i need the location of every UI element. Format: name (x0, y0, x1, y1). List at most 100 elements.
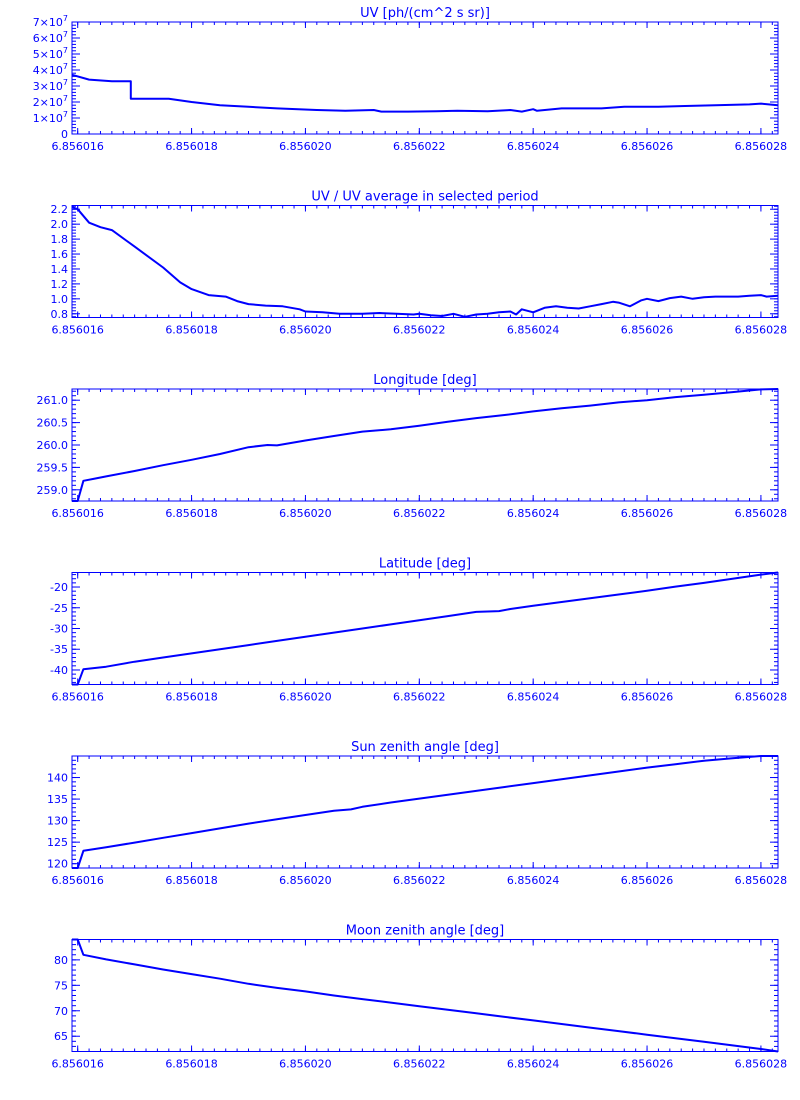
y-tick-mantissa: 0.8 (51, 308, 69, 321)
x-tick-label: 6.856028 (735, 507, 788, 520)
y-tick-exponent: 7 (63, 78, 68, 87)
y-tick-label: 2×107 (33, 94, 68, 109)
y-tick-label: 4×107 (33, 62, 68, 77)
y-tick-exponent: 7 (63, 94, 68, 103)
chart-panel-2: UV / UV average in selected period 6.8560… (51, 190, 788, 337)
y-tick-label: -40 (50, 664, 68, 677)
y-tick-label: 1.0 (51, 293, 69, 306)
x-tick-label: 6.856020 (279, 691, 332, 704)
chart-panel-6: Moon zenith angle [deg] 6.856016 6.856018 6… (51, 924, 787, 1071)
y-tick-mantissa: 130 (47, 815, 68, 828)
chart-panel-4: Latitude [deg] 6.856016 6.856018 6.856020 6.… (50, 557, 787, 704)
chart-panel-5: Sun zenith angle [deg] 6.856016 6.856018 6.… (47, 740, 787, 887)
chart-panel-3: Longitude [deg] 6.856016 6.856018 6.856020 6… (37, 373, 788, 520)
x-tick-label: 6.856024 (507, 691, 560, 704)
x-tick-label: 6.856016 (51, 140, 104, 153)
x-tick-label: 6.856020 (279, 324, 332, 337)
y-tick-mantissa: 2.2 (51, 203, 69, 216)
x-tick-label: 6.856026 (621, 324, 674, 337)
plot-frame (71, 21, 779, 135)
y-tick-label: 6×107 (33, 30, 68, 45)
y-tick-mantissa: 261.0 (37, 394, 69, 407)
y-tick-mantissa: 259.5 (37, 461, 69, 474)
y-tick-label: 260.0 (37, 439, 69, 452)
x-tick-label: 6.856018 (165, 507, 218, 520)
y-tick-mantissa: 140 (47, 772, 68, 785)
y-tick-label: 1×107 (33, 110, 68, 125)
y-tick-exponent: 7 (63, 110, 68, 119)
y-tick-mantissa: -40 (50, 664, 68, 677)
plot-frame (71, 388, 779, 502)
y-tick-mantissa: 1.4 (51, 263, 69, 276)
y-tick-mantissa: 120 (47, 858, 68, 871)
x-tick-label: 6.856028 (735, 140, 788, 153)
x-tick-label: 6.856024 (507, 324, 560, 337)
chart-title: UV [ph/(cm^2 s sr)] (360, 6, 490, 21)
y-tick-label: -20 (50, 581, 68, 594)
x-tick-label: 6.856028 (735, 691, 788, 704)
x-tick-label: 6.856018 (165, 1058, 218, 1071)
y-tick-exponent: 7 (63, 62, 68, 71)
x-tick-label: 6.856022 (393, 874, 446, 887)
y-tick-mantissa: 5×10 (33, 48, 63, 61)
y-tick-label: 2.0 (51, 218, 69, 231)
y-tick-mantissa: 75 (54, 979, 68, 992)
y-tick-label: 2.2 (51, 203, 69, 216)
x-tick-label: 6.856018 (165, 874, 218, 887)
y-tick-label: 140 (47, 772, 68, 785)
y-tick-label: 120 (47, 858, 68, 871)
chart-title: Moon zenith angle [deg] (346, 924, 504, 939)
series-line (71, 73, 779, 113)
x-tick-label: 6.856026 (621, 691, 674, 704)
x-tick-label: 6.856016 (51, 324, 104, 337)
y-tick-mantissa: 4×10 (33, 64, 63, 77)
x-tick-label: 6.856016 (51, 1058, 104, 1071)
y-tick-label: 75 (54, 979, 68, 992)
y-tick-label: 125 (47, 836, 68, 849)
y-tick-label: 1.6 (51, 248, 69, 261)
y-tick-label: 80 (54, 954, 68, 967)
y-tick-mantissa: 125 (47, 836, 68, 849)
y-tick-mantissa: 1×10 (33, 112, 63, 125)
y-tick-label: 1.2 (51, 278, 69, 291)
y-tick-mantissa: 0 (61, 128, 68, 141)
y-tick-label: 70 (54, 1005, 68, 1018)
x-tick-label: 6.856028 (735, 324, 788, 337)
y-tick-label: 1.4 (51, 263, 69, 276)
y-tick-exponent: 7 (63, 46, 68, 55)
x-tick-label: 6.856016 (51, 507, 104, 520)
x-tick-label: 6.856022 (393, 691, 446, 704)
y-tick-mantissa: 2×10 (33, 96, 63, 109)
y-tick-mantissa: 135 (47, 793, 68, 806)
y-tick-mantissa: -35 (50, 643, 68, 656)
series-line (72, 388, 779, 502)
plot-frame (71, 572, 779, 685)
chart-title: UV / UV average in selected period (311, 190, 538, 205)
y-tick-label: 130 (47, 815, 68, 828)
x-tick-label: 6.856022 (393, 140, 446, 153)
y-tick-mantissa: 65 (54, 1030, 68, 1043)
chart-panel-1: UV [ph/(cm^2 s sr)] 6.856016 6.856018 6.856… (33, 6, 787, 153)
x-tick-label: 6.856016 (51, 874, 104, 887)
x-tick-label: 6.856026 (621, 1058, 674, 1071)
y-tick-mantissa: 260.5 (37, 417, 69, 430)
x-tick-label: 6.856026 (621, 874, 674, 887)
y-tick-label: 1.8 (51, 233, 69, 246)
x-tick-label: 6.856028 (735, 874, 788, 887)
x-tick-label: 6.856018 (165, 140, 218, 153)
y-tick-mantissa: 1.2 (51, 278, 69, 291)
series-line (72, 938, 779, 1053)
x-tick-label: 6.856018 (165, 691, 218, 704)
x-tick-label: 6.856024 (507, 874, 560, 887)
y-tick-exponent: 7 (63, 14, 68, 23)
y-tick-mantissa: -20 (50, 581, 68, 594)
y-tick-label: -25 (50, 602, 68, 615)
chart-title: Longitude [deg] (373, 373, 476, 388)
y-tick-mantissa: 80 (54, 954, 68, 967)
y-tick-mantissa: -25 (50, 602, 68, 615)
x-tick-label: 6.856020 (279, 1058, 332, 1071)
series-line (71, 206, 779, 318)
x-tick-label: 6.856020 (279, 140, 332, 153)
y-tick-mantissa: 259.0 (37, 484, 69, 497)
